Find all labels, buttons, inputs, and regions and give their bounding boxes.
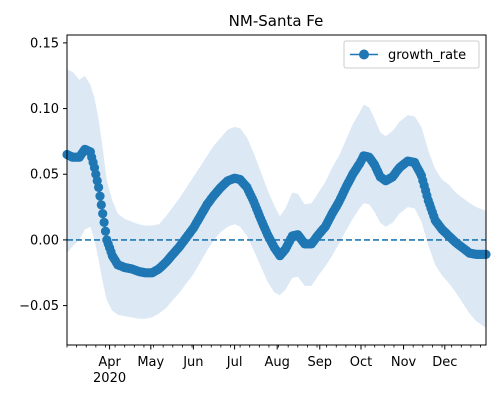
chart-title: NM-Santa Fe: [229, 12, 324, 30]
data-point: [99, 217, 109, 227]
x-tick-label: May: [137, 355, 164, 370]
x-tick-label: Apr: [98, 355, 121, 370]
legend-box: [343, 40, 480, 69]
data-point: [95, 191, 105, 201]
data-point: [100, 226, 111, 236]
legend-label: growth_rate: [388, 48, 466, 63]
y-tick-label: 0.00: [30, 233, 59, 248]
x-tick-label: Oct: [350, 355, 372, 370]
y-tick-label: 0.15: [30, 36, 59, 51]
y-tick-label: 0.05: [30, 168, 59, 183]
axes-frame: [66, 34, 487, 346]
legend: growth_rate: [343, 40, 480, 69]
data-point: [98, 209, 108, 219]
x-tick-label: Sep: [308, 355, 333, 370]
x-tick-label: Nov: [391, 355, 417, 370]
x-tick-label: Dec: [432, 355, 457, 370]
plot-area: [62, 69, 491, 328]
x-tick-label: Aug: [264, 355, 289, 370]
data-point: [96, 200, 106, 210]
axes: −0.05 0.00 0.05 0.10 0.15 Apr May Jun Jul Aug Sep O…: [19, 34, 487, 386]
x-year-label: 2020: [93, 371, 126, 386]
y-tick-label: −0.05: [19, 299, 59, 314]
x-tick-label: Jul: [226, 355, 243, 370]
data-point: [94, 182, 104, 192]
y-tick-label: 0.10: [30, 102, 59, 117]
confidence-band: [67, 69, 486, 328]
legend-marker-swatch: [359, 49, 369, 60]
x-tick-label: Jun: [182, 355, 203, 370]
